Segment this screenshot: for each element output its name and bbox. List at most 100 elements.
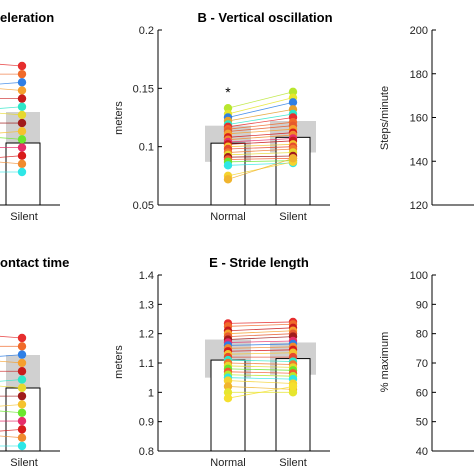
panel-a-dots-point xyxy=(17,86,27,95)
panel-c-ylabel: Steps/minute xyxy=(379,86,391,150)
panel-b-series-line xyxy=(227,148,294,153)
panel-b-series-line xyxy=(227,132,294,138)
panel-a: eleration Silent xyxy=(0,10,60,223)
panel-b-series-line xyxy=(227,155,294,158)
panel-d-title: ontact time xyxy=(0,255,69,270)
panel-b-series-line xyxy=(227,152,294,156)
panel-a-dots-series-line xyxy=(0,106,23,109)
panel-e-series-line xyxy=(227,340,294,343)
panel-d: ontact time Silent xyxy=(0,255,69,469)
panel-e-series-line xyxy=(227,352,294,355)
panel-b-series-line xyxy=(227,134,294,141)
panel-b-series-line xyxy=(227,101,294,118)
panel-b-series-line xyxy=(227,128,294,135)
panel-b-dots xyxy=(223,87,298,184)
panel-e-series-line xyxy=(227,365,294,368)
panel-a-dots-series-line xyxy=(0,88,23,91)
panel-c-yticks: 120 140 160 180 200 xyxy=(410,25,436,212)
panel-e-ytick-label: 1.2 xyxy=(139,329,154,341)
panel-e-series-line xyxy=(227,346,294,349)
panel-d-dots-series-line xyxy=(0,379,23,382)
panel-f-ytick-label: 40 xyxy=(416,446,428,458)
panel-f-ytick-label: 70 xyxy=(416,358,428,370)
panel-b-point xyxy=(223,175,233,184)
panel-d-dots-point xyxy=(17,416,27,426)
panel-b-point xyxy=(288,154,298,163)
panel-c-ytick-label: 140 xyxy=(410,156,428,168)
panel-d-dots-point xyxy=(17,342,27,351)
panel-a-xtick-silent: Silent xyxy=(10,211,38,223)
panel-b-series-line xyxy=(227,140,294,145)
panel-d-dots-point xyxy=(17,441,27,451)
panel-e-series-line xyxy=(227,374,294,377)
panel-b-series-line xyxy=(227,117,294,128)
panel-f-ytick-label: 80 xyxy=(416,329,428,341)
panel-b-title: B - Vertical oscillation xyxy=(197,10,332,25)
panel-b-point xyxy=(288,87,298,97)
panel-a-dots-point xyxy=(17,135,27,144)
panel-d-dots-series-line xyxy=(0,385,23,389)
panel-e-series-line xyxy=(227,349,294,352)
panel-e-series-line xyxy=(227,377,294,380)
panel-b-series-line xyxy=(227,162,294,166)
panel-d-dots-point xyxy=(17,433,27,442)
panel-e-ytick-label: 1.3 xyxy=(139,299,154,311)
panel-f: % maximum 40 50 60 70 80 90 100 xyxy=(379,270,474,458)
panel-e-series-line xyxy=(227,321,294,324)
panel-e: E - Stride length meters 0.8 0.9 1 1.1 1.2 1.… xyxy=(113,255,330,469)
panel-b-series-line xyxy=(227,121,294,130)
panel-e-point xyxy=(288,388,298,397)
panel-a-dots-series-line xyxy=(0,137,23,140)
panel-d-dots-point xyxy=(17,375,27,384)
panel-e-series-line xyxy=(227,386,294,390)
panel-e-series-line xyxy=(227,330,294,335)
panel-e-series-line xyxy=(227,333,294,337)
panel-d-dots-point xyxy=(17,350,27,359)
panel-b-series-line xyxy=(227,91,294,109)
panel-a-dots-point xyxy=(17,94,27,103)
panel-d-dots xyxy=(0,333,27,451)
panel-a-dots-point xyxy=(17,69,27,79)
panel-a-dots-series-line xyxy=(0,63,23,67)
panel-b-series-line xyxy=(227,157,294,180)
panel-d-dots-point xyxy=(17,367,27,376)
panel-b-significance-star: * xyxy=(225,84,231,100)
panel-e-ylabel: meters xyxy=(113,345,125,379)
panel-e-ytick-label: 1 xyxy=(148,387,154,399)
panel-a-dots-series-line xyxy=(0,130,23,134)
panel-c-ytick-label: 180 xyxy=(410,69,428,81)
panel-b-xtick-silent: Silent xyxy=(279,211,307,223)
panel-e-lines xyxy=(227,321,294,399)
panel-e-series-line xyxy=(227,380,294,384)
panel-d-dots-series-line xyxy=(0,335,23,339)
panel-f-ytick-label: 60 xyxy=(416,387,428,399)
panel-d-xtick-silent: Silent xyxy=(10,457,38,469)
panel-a-dots-point xyxy=(17,61,27,71)
panel-e-series-line xyxy=(227,368,294,371)
panel-b-series-line xyxy=(227,160,294,163)
panel-e-series-line xyxy=(227,327,294,332)
panel-a-dots-series-line xyxy=(0,81,23,85)
panel-a-dots-point xyxy=(17,167,27,177)
panel-e-ytick-label: 1.4 xyxy=(139,270,154,282)
panel-b-series-line xyxy=(227,138,294,143)
panel-b-point xyxy=(288,98,298,107)
panel-e-series-line xyxy=(227,362,294,365)
panel-e-series-line xyxy=(227,359,294,362)
panel-e-yticks: 0.8 0.9 1 1.1 1.2 1.3 1.4 xyxy=(139,270,162,458)
panel-e-ytick-label: 0.9 xyxy=(139,417,154,429)
panel-e-dots xyxy=(223,317,298,403)
panel-d-dots-point xyxy=(17,408,27,417)
panel-b-series-line xyxy=(227,113,294,125)
panel-b-lines xyxy=(227,91,294,180)
panel-a-title: eleration xyxy=(0,10,54,25)
panel-c-ytick-label: 120 xyxy=(410,200,428,212)
panel-e-xtick-silent: Silent xyxy=(279,457,307,469)
panel-e-series-line xyxy=(227,371,294,374)
panel-a-dots-point xyxy=(17,110,27,120)
panel-a-dots-point xyxy=(17,78,27,87)
panel-e-series-line xyxy=(227,323,294,327)
panel-d-dots-series-line xyxy=(0,428,23,432)
panel-a-dots-point xyxy=(17,118,27,128)
